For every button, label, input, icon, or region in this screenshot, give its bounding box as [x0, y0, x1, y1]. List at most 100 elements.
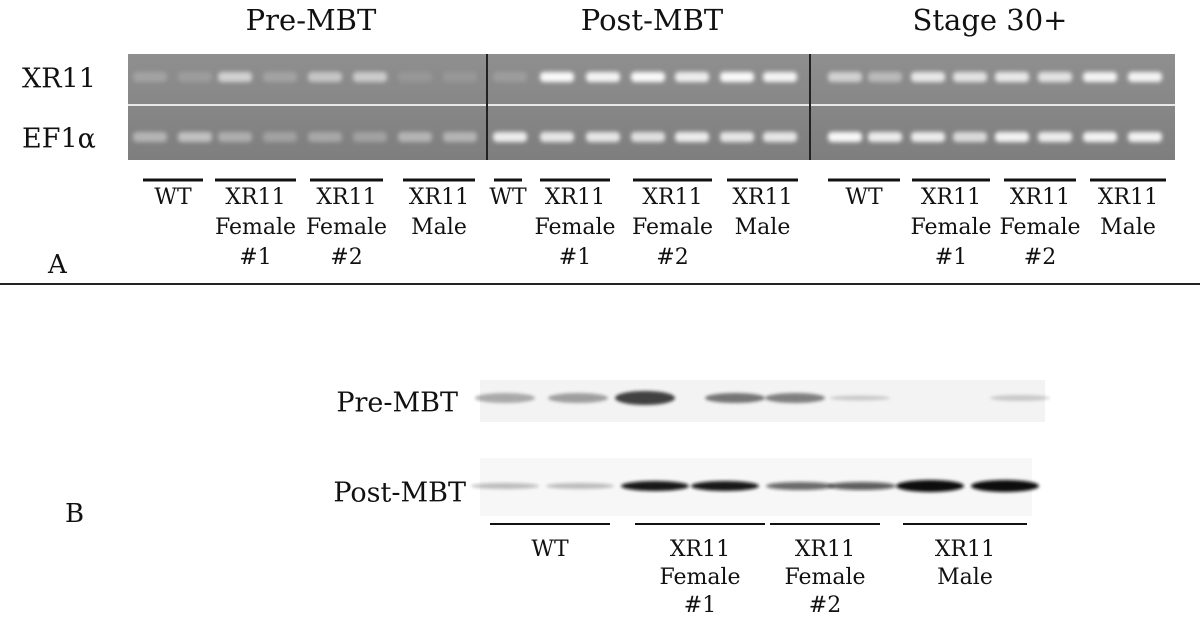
blot-panel-b — [471, 380, 1050, 516]
gel-band — [308, 132, 342, 142]
gel-band — [868, 132, 902, 142]
stage-title: Stage 30+ — [913, 3, 1068, 37]
lane-label: #2 — [1024, 245, 1056, 270]
blot-band — [828, 482, 896, 490]
gel-band — [953, 132, 987, 142]
gel-band — [353, 132, 387, 142]
lane-label: Female — [999, 215, 1080, 240]
gel-band — [133, 132, 167, 142]
gel-band — [586, 132, 620, 142]
gel-band — [995, 132, 1029, 142]
lane-label: #1 — [935, 245, 967, 270]
gel-band — [1038, 132, 1072, 142]
blot-band — [615, 391, 675, 405]
lane-label: #2 — [656, 245, 688, 270]
lane-label: XR11 — [642, 185, 702, 210]
gel-band — [263, 72, 297, 82]
gel-band — [953, 72, 987, 82]
gel-band — [443, 132, 477, 142]
lane-label: XR11 — [732, 185, 792, 210]
lane-label: XR11 — [1010, 185, 1070, 210]
gel-band — [398, 132, 432, 142]
gel-panel-a — [128, 54, 1175, 160]
gel-band — [353, 72, 387, 82]
row-label: EF1α — [22, 124, 96, 155]
stage-title: Post-MBT — [581, 3, 724, 37]
row-label: Pre-MBT — [336, 388, 458, 419]
gel-band — [218, 132, 252, 142]
gel-band — [178, 132, 212, 142]
gel-band — [995, 72, 1029, 82]
row-label: Post-MBT — [333, 478, 466, 509]
gel-band — [911, 132, 945, 142]
gel-band — [1083, 132, 1117, 142]
gel-band — [133, 72, 167, 82]
lane-label: Male — [1100, 215, 1156, 240]
row-label: XR11 — [22, 64, 96, 95]
lane-label: #1 — [239, 245, 271, 270]
gel-band — [911, 72, 945, 82]
lane-label: WT — [531, 537, 569, 562]
stage-title: Pre-MBT — [246, 3, 377, 37]
gel-background — [128, 54, 1175, 160]
lane-label: Female — [659, 565, 740, 590]
lane-label: Female — [306, 215, 387, 240]
panel-label: B — [65, 499, 84, 529]
blot-band — [990, 395, 1050, 401]
lane-label: XR11 — [545, 185, 605, 210]
gel-band — [631, 132, 665, 142]
gel-band — [586, 72, 620, 82]
gel-band — [763, 132, 797, 142]
gel-band — [540, 132, 574, 142]
blot-band — [621, 481, 689, 491]
gel-band — [720, 72, 754, 82]
gel-band — [308, 72, 342, 82]
lane-label: Male — [735, 215, 791, 240]
blot-band — [971, 480, 1039, 492]
lane-label: XR11 — [670, 537, 730, 562]
lane-label: Female — [534, 215, 615, 240]
lane-label: XR11 — [795, 537, 855, 562]
blot-band — [475, 393, 535, 403]
gel-band — [675, 72, 709, 82]
lane-label: XR11 — [316, 185, 376, 210]
gel-band — [1128, 72, 1162, 82]
lane-label: Female — [910, 215, 991, 240]
gel-band — [868, 72, 902, 82]
gel-band — [828, 72, 862, 82]
panel-label: A — [47, 250, 68, 280]
lane-label: XR11 — [935, 537, 995, 562]
gel-band — [263, 132, 297, 142]
lane-label: Male — [411, 215, 467, 240]
lane-label: Female — [632, 215, 713, 240]
lane-label: XR11 — [921, 185, 981, 210]
gel-band — [631, 72, 665, 82]
lane-label: WT — [845, 185, 883, 210]
blot-band — [548, 393, 608, 403]
lane-label: Female — [784, 565, 865, 590]
lane-label: WT — [154, 185, 192, 210]
lane-label: XR11 — [409, 185, 469, 210]
gel-band — [218, 72, 252, 82]
gel-band — [675, 132, 709, 142]
blot-band — [691, 481, 759, 491]
blot-band — [830, 395, 890, 401]
lane-label: XR11 — [1098, 185, 1158, 210]
lane-label: WT — [489, 185, 527, 210]
lane-label: XR11 — [225, 185, 285, 210]
gel-band — [828, 132, 862, 142]
gel-band — [720, 132, 754, 142]
blot-band — [896, 480, 964, 492]
gel-band — [493, 132, 527, 142]
gel-band — [1128, 132, 1162, 142]
gel-band — [178, 72, 212, 82]
gel-band — [443, 72, 477, 82]
blot-band — [471, 483, 539, 489]
blot-band — [705, 393, 765, 403]
gel-band — [540, 72, 574, 82]
gel-band — [1038, 72, 1072, 82]
lane-label: #1 — [559, 245, 591, 270]
blot-band — [546, 483, 614, 489]
